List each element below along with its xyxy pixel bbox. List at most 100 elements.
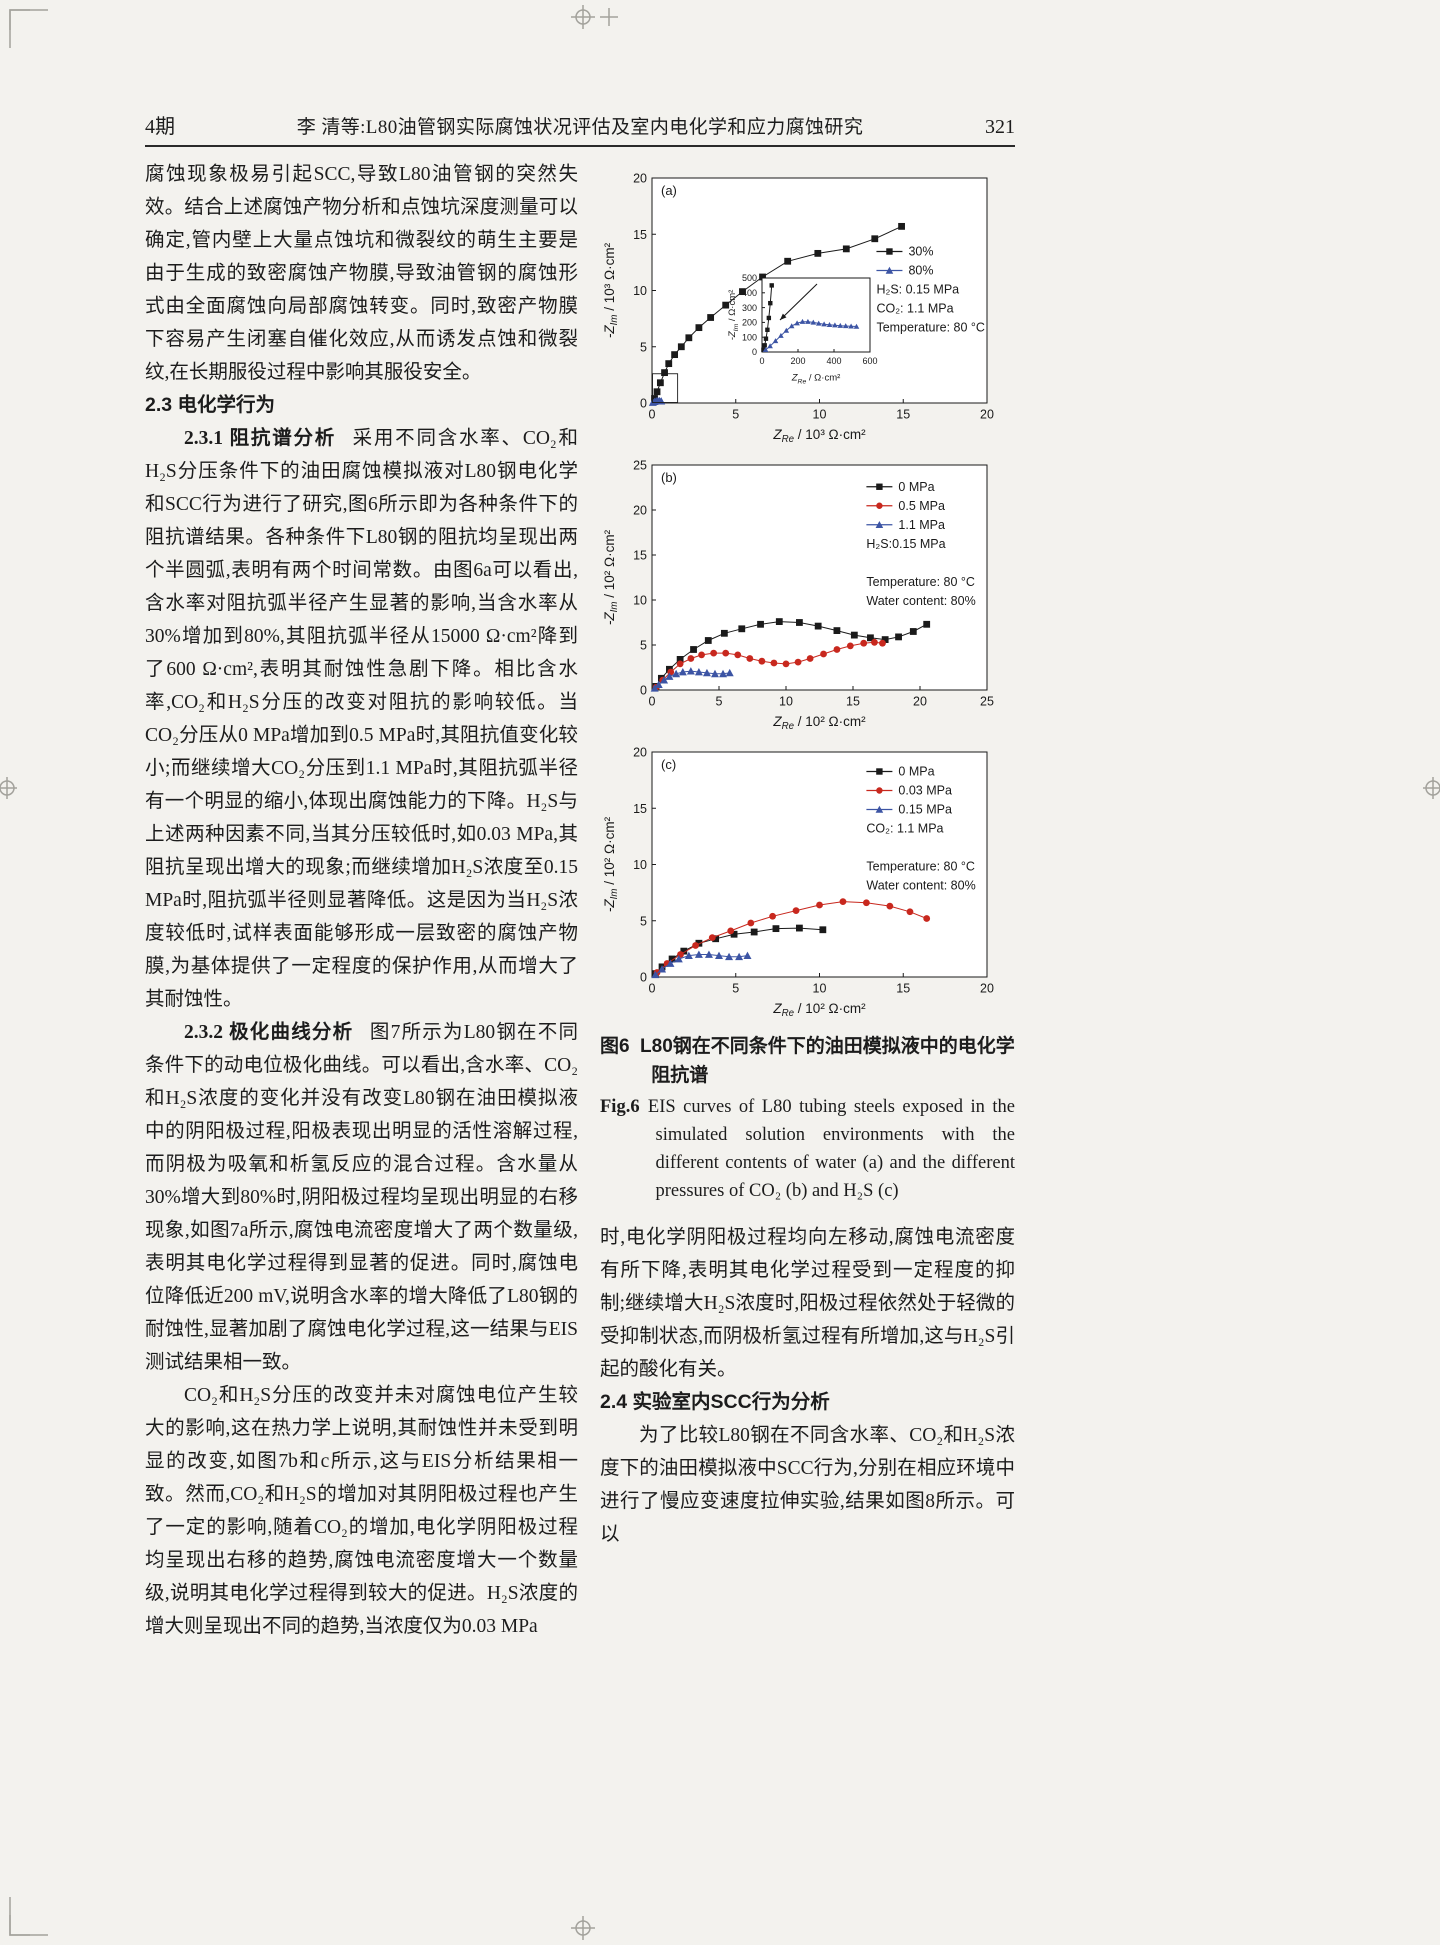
svg-text:0.5 MPa: 0.5 MPa — [898, 499, 945, 513]
svg-text:5: 5 — [640, 340, 647, 354]
series-0.03 MPa — [653, 898, 931, 976]
series-30% — [761, 283, 774, 352]
paragraph: 腐蚀现象极易引起SCC,导致L80油管钢的突然失效。结合上述腐蚀产物分析和点蚀坑… — [145, 164, 578, 383]
nyquist-plot-b: 0 5 10 15 20 25 0 5 10 15 20 25 ZRe / 10² Ω·cm² -ZIm … — [602, 459, 994, 733]
svg-text:10: 10 — [813, 982, 827, 996]
svg-text:20: 20 — [633, 504, 647, 518]
svg-text:(a): (a) — [661, 183, 677, 198]
svg-text:10: 10 — [633, 858, 647, 872]
svg-text:10: 10 — [633, 594, 647, 608]
registration-plus-top-center — [600, 8, 618, 26]
svg-text:H₂S:0.15 MPa: H₂S:0.15 MPa — [866, 537, 945, 551]
left-column: 腐蚀现象极易引起SCC,导致L80油管钢的突然失效。结合上述腐蚀产物分析和点蚀坑… — [145, 158, 578, 1643]
zoom-region-box — [652, 373, 679, 403]
svg-text:20: 20 — [913, 695, 927, 709]
svg-text:0 MPa: 0 MPa — [898, 765, 934, 779]
crop-mark-bottom-left — [9, 1897, 48, 1936]
right-column: 0 5 10 15 20 0 5 10 15 20 ZRe / 10³ Ω·cm² -ZIm / 10… — [600, 166, 1015, 1551]
svg-text:5: 5 — [732, 408, 739, 422]
svg-text:-ZIm / Ω·cm²: -ZIm / Ω·cm² — [727, 290, 740, 341]
svg-text:-ZIm / 10³ Ω·cm²: -ZIm / 10³ Ω·cm² — [602, 242, 620, 338]
crop-mark-top-left-inner — [9, 9, 30, 30]
svg-text:ZRe / Ω·cm²: ZRe / Ω·cm² — [791, 373, 841, 386]
svg-text:CO₂: 1.1 MPa: CO₂: 1.1 MPa — [876, 302, 953, 316]
legend: 0 MPa 0.03 MPa 0.15 MPa CO₂: 1.1 MPa Tempera… — [866, 765, 976, 893]
svg-text:ZRe / 10² Ω·cm²: ZRe / 10² Ω·cm² — [772, 1001, 866, 1019]
subsection-label-2-3-2: 2.3.2 极化曲线分析 — [184, 1022, 354, 1043]
svg-text:15: 15 — [633, 228, 647, 242]
svg-text:15: 15 — [896, 982, 910, 996]
svg-text:0.03 MPa: 0.03 MPa — [898, 784, 952, 798]
svg-text:25: 25 — [980, 695, 994, 709]
svg-text:0: 0 — [649, 982, 656, 996]
crop-mark-top-left — [9, 9, 48, 48]
subsection-label-2-3-1: 2.3.1 阻抗谱分析 — [184, 428, 337, 449]
paragraph: 2.3.2 极化曲线分析 图7所示为L80钢在不同条件下的动电位极化曲线。可以看出… — [145, 1016, 578, 1379]
svg-text:80%: 80% — [908, 264, 933, 278]
svg-text:0 MPa: 0 MPa — [898, 480, 934, 494]
svg-text:20: 20 — [980, 408, 994, 422]
svg-text:0.15 MPa: 0.15 MPa — [898, 803, 952, 817]
svg-text:Water content: 80%: Water content: 80% — [866, 594, 975, 608]
running-title: 李 清等:L80油管钢实际腐蚀状况评估及室内电化学和应力腐蚀研究 — [296, 117, 864, 138]
figure-caption-en: Fig.6 EIS curves of L80 tubing steels exp… — [600, 1093, 1015, 1205]
legend: 30% 80% H₂S: 0.15 MPa CO₂: 1.1 MPa Temperatu… — [876, 245, 985, 335]
figure-caption-en-label: Fig.6 — [600, 1097, 640, 1117]
svg-text:Water content: 80%: Water content: 80% — [866, 879, 975, 893]
nyquist-chart-c: 0 5 10 15 20 0 5 10 15 20 ZRe / 10² Ω·cm² -ZIm / 10… — [600, 740, 1015, 1024]
paragraph: CO₂和H₂S分压的改变并未对腐蚀电位产生较大的影响,这在热力学上说明,其耐蚀性… — [145, 1385, 578, 1637]
svg-text:-ZIm / 10² Ω·cm²: -ZIm / 10² Ω·cm² — [602, 816, 620, 912]
svg-text:15: 15 — [846, 695, 860, 709]
svg-text:Temperature: 80 °C: Temperature: 80 °C — [866, 860, 975, 874]
paragraph-text: 采用不同含水率、CO₂和H₂S分压条件下的油田腐蚀模拟液对L80钢电化学和SCC… — [145, 428, 578, 1010]
series-30% — [651, 222, 905, 402]
series-0.15 MPa — [651, 950, 752, 979]
svg-text:200: 200 — [790, 356, 805, 366]
series-1.1 MPa — [650, 667, 734, 692]
registration-mark-left — [0, 780, 15, 796]
section-heading-2-4: 2.4 实验室内SCC行为分析 — [600, 1391, 830, 1413]
svg-text:300: 300 — [742, 303, 757, 313]
svg-text:200: 200 — [742, 318, 757, 328]
figure-caption-zh-label: 图6 — [600, 1036, 630, 1057]
svg-text:15: 15 — [633, 802, 647, 816]
svg-text:25: 25 — [633, 459, 647, 473]
svg-text:5: 5 — [732, 982, 739, 996]
nyquist-plot-c: 0 5 10 15 20 0 5 10 15 20 ZRe / 10² Ω·cm² -ZIm / 10… — [602, 746, 994, 1020]
paragraph: 时,电化学阴阳极过程均向左移动,腐蚀电流密度有所下降,表明其电化学过程受到一定程… — [600, 1227, 1015, 1380]
svg-text:ZRe / 10³ Ω·cm²: ZRe / 10³ Ω·cm² — [772, 427, 866, 445]
svg-text:H₂S: 0.15 MPa: H₂S: 0.15 MPa — [876, 283, 959, 297]
svg-text:5: 5 — [640, 639, 647, 653]
svg-text:5: 5 — [640, 914, 647, 928]
page-number: 321 — [985, 116, 1015, 138]
svg-text:100: 100 — [742, 332, 757, 342]
header-rule — [145, 145, 1015, 147]
nyquist-chart-a: 0 5 10 15 20 0 5 10 15 20 ZRe / 10³ Ω·cm² -ZIm / 10… — [600, 166, 1015, 450]
svg-text:Temperature: 80 °C: Temperature: 80 °C — [866, 575, 975, 589]
registration-mark-top-center — [575, 9, 591, 25]
section-heading-2-3: 2.3 电化学行为 — [145, 394, 276, 416]
svg-text:-ZIm / 10² Ω·cm²: -ZIm / 10² Ω·cm² — [602, 529, 620, 625]
svg-text:1.1 MPa: 1.1 MPa — [898, 518, 945, 532]
svg-text:CO₂: 1.1 MPa: CO₂: 1.1 MPa — [866, 822, 943, 836]
nyquist-chart-b: 0 5 10 15 20 25 0 5 10 15 20 25 ZRe / 10² Ω·cm² -ZIm … — [600, 453, 1015, 737]
figure-caption-zh: 图6 L80钢在不同条件下的油田模拟液中的电化学阻抗谱 — [600, 1032, 1015, 1090]
svg-text:ZRe / 10² Ω·cm²: ZRe / 10² Ω·cm² — [772, 714, 866, 732]
svg-text:Temperature: 80 °C: Temperature: 80 °C — [876, 321, 985, 335]
figure-caption-zh-text: L80钢在不同条件下的油田模拟液中的电化学阻抗谱 — [640, 1036, 1015, 1086]
svg-text:0: 0 — [640, 397, 647, 411]
svg-text:(c): (c) — [661, 757, 676, 772]
svg-text:10: 10 — [633, 284, 647, 298]
svg-text:10: 10 — [813, 408, 827, 422]
svg-text:0: 0 — [759, 356, 764, 366]
svg-text:0: 0 — [649, 695, 656, 709]
svg-text:15: 15 — [633, 549, 647, 563]
svg-text:0: 0 — [640, 684, 647, 698]
legend: 0 MPa 0.5 MPa 1.1 MPa H₂S:0.15 MPa Temperatu… — [866, 480, 976, 608]
svg-text:20: 20 — [633, 746, 647, 760]
series-80% — [762, 318, 860, 352]
svg-text:600: 600 — [862, 356, 877, 366]
paragraph: 2.3.1 阻抗谱分析 采用不同含水率、CO₂和H₂S分压条件下的油田腐蚀模拟液对… — [145, 422, 578, 1016]
journal-issue: 4期 — [145, 116, 175, 138]
